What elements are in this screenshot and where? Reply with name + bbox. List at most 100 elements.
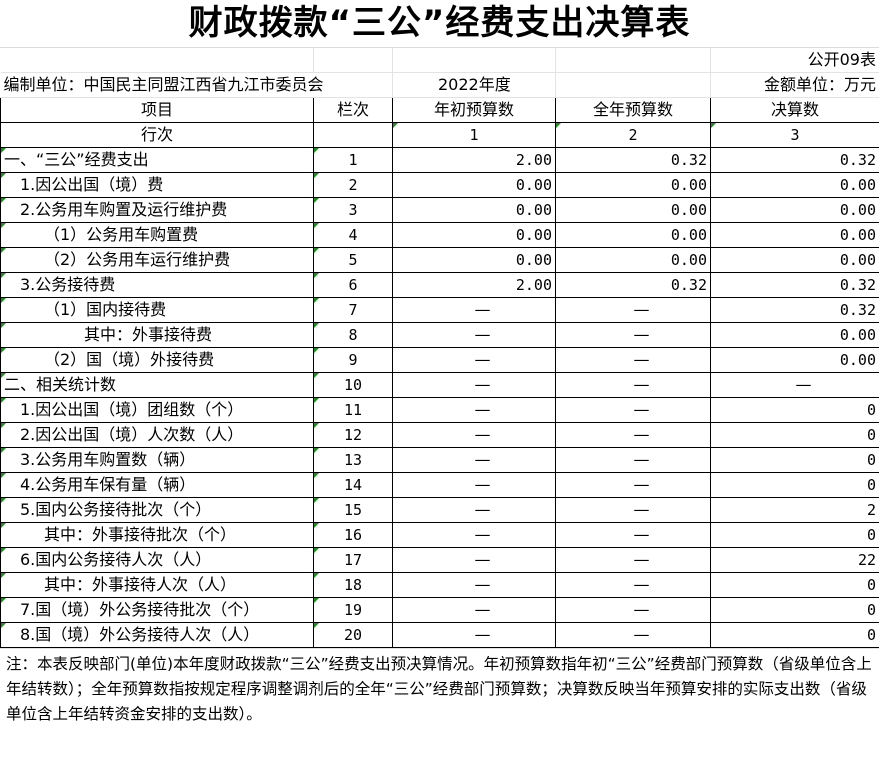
table-row: 一、“三公”经费支出 1 2.00 0.32 0.32 [0,147,879,173]
initial-budget-value: 2.00 [392,147,556,173]
row-label: 6.国内公务接待人次（人） [0,547,314,573]
row-col-no: 20 [313,622,393,648]
header-annual-budget: 全年预算数 [555,97,711,123]
row-label: 其中：外事接待费 [0,322,314,348]
row-col-no: 10 [313,372,393,398]
annual-budget-value: — [555,347,711,373]
header-row: 项目 栏次 年初预算数 全年预算数 决算数 [0,97,879,123]
row-label: 3.公务接待费 [0,272,314,298]
final-account-value: 0 [710,397,879,423]
annual-budget-value: 0.00 [555,172,711,198]
row-label: 1.因公出国（境）团组数（个） [0,397,314,423]
row-number-row: 行次 1 2 3 [0,122,879,148]
annual-budget-value: — [555,522,711,548]
initial-budget-value: — [392,397,556,423]
row-label: 7.国（境）外公务接待批次（个） [0,597,314,623]
initial-budget-value: — [392,547,556,573]
final-account-value: 0 [710,622,879,648]
annual-budget-value: 0.32 [555,147,711,173]
header-item: 项目 [0,97,314,123]
table-row: 3.公务用车购置数（辆） 13— —0 [0,447,879,473]
row-col-no: 7 [313,297,393,323]
row-col-no: 14 [313,472,393,498]
table-row: 其中：外事接待费 8— —0.00 [0,322,879,348]
row-number-2: 2 [555,122,711,148]
initial-budget-value: — [392,422,556,448]
table-row: 7.国（境）外公务接待批次（个） 19— —0 [0,597,879,623]
row-label: 2.因公出国（境）人次数（人） [0,422,314,448]
annual-budget-value: 0.00 [555,247,711,273]
annual-budget-value: — [555,397,711,423]
annual-budget-value: 0.32 [555,272,711,298]
row-number-label: 行次 [0,122,314,148]
row-col-no: 1 [313,147,393,173]
row-col-no: 12 [313,422,393,448]
annual-budget-value: 0.00 [555,197,711,223]
header-col-no: 栏次 [313,97,393,123]
row-col-no: 8 [313,322,393,348]
final-account-value: 0.32 [710,272,879,298]
initial-budget-value: — [392,622,556,648]
form-code: 公开09表 [710,48,879,73]
final-account-value: 22 [710,547,879,573]
final-account-value: 0.00 [710,247,879,273]
table-row: 其中：外事接待批次（个） 16— —0 [0,522,879,548]
row-col-no: 9 [313,347,393,373]
initial-budget-value: — [392,572,556,598]
row-label: （2）国（境）外接待费 [0,347,314,373]
row-label: （1）公务用车购置费 [0,222,314,248]
row-col-no: 16 [313,522,393,548]
initial-budget-value: 0.00 [392,172,556,198]
table-row: （1）国内接待费 7— —0.32 [0,297,879,323]
info-row: 编制单位：中国民主同盟江西省九江市委员会 2022年度 金额单位：万元 [0,72,879,98]
table-row: 2.因公出国（境）人次数（人） 12— —0 [0,422,879,448]
annual-budget-value: — [555,297,711,323]
notes: 注：本表反映部门(单位)本年度财政拨款“三公”经费支出预决算情况。年初预算数指年… [0,648,879,768]
final-account-value: 0 [710,597,879,623]
annual-budget-value: — [555,597,711,623]
form-code-row: 公开09表 [0,48,879,73]
initial-budget-value: — [392,447,556,473]
row-col-no: 3 [313,197,393,223]
initial-budget-value: 0.00 [392,222,556,248]
final-account-value: 0.32 [710,297,879,323]
row-label: 其中：外事接待批次（个） [0,522,314,548]
annual-budget-value: — [555,622,711,648]
row-col-no: 17 [313,547,393,573]
row-label: 8.国（境）外公务接待人次（人） [0,622,314,648]
fiscal-year: 2022年度 [392,72,556,98]
row-label: （1）国内接待费 [0,297,314,323]
annual-budget-value: — [555,547,711,573]
initial-budget-value: — [392,522,556,548]
initial-budget-value: — [392,597,556,623]
row-label: 1.因公出国（境）费 [0,172,314,198]
row-number-3: 3 [710,122,879,148]
row-label: 2.公务用车购置及运行维护费 [0,197,314,223]
row-col-no: 18 [313,572,393,598]
table-row: 8.国（境）外公务接待人次（人） 20— —0 [0,622,879,648]
table-row: 1.因公出国（境）团组数（个） 11— —0 [0,397,879,423]
initial-budget-value: — [392,322,556,348]
final-account-value: 2 [710,497,879,523]
initial-budget-value: — [392,372,556,398]
row-col-no: 4 [313,222,393,248]
table-row: （1）公务用车购置费 4 0.00 0.00 0.00 [0,222,879,248]
initial-budget-value: — [392,347,556,373]
final-account-value: 0.00 [710,197,879,223]
table-row: （2）国（境）外接待费 9— —0.00 [0,347,879,373]
final-account-value: 0.32 [710,147,879,173]
final-account-value: 0 [710,522,879,548]
table-row: 4.公务用车保有量（辆） 14— —0 [0,472,879,498]
initial-budget-value: — [392,472,556,498]
initial-budget-value: 0.00 [392,197,556,223]
annual-budget-value: 0.00 [555,222,711,248]
row-label: 二、相关统计数 [0,372,314,398]
note-text: 注：本表反映部门(单位)本年度财政拨款“三公”经费支出预决算情况。年初预算数指年… [6,655,872,723]
row-number-1: 1 [392,122,556,148]
row-label: 其中：外事接待人次（人） [0,572,314,598]
compiling-unit: 编制单位：中国民主同盟江西省九江市委员会 [0,72,393,98]
annual-budget-value: — [555,572,711,598]
final-account-value: 0 [710,472,879,498]
table-row: 二、相关统计数 10— — — [0,372,879,398]
annual-budget-value: — [555,472,711,498]
